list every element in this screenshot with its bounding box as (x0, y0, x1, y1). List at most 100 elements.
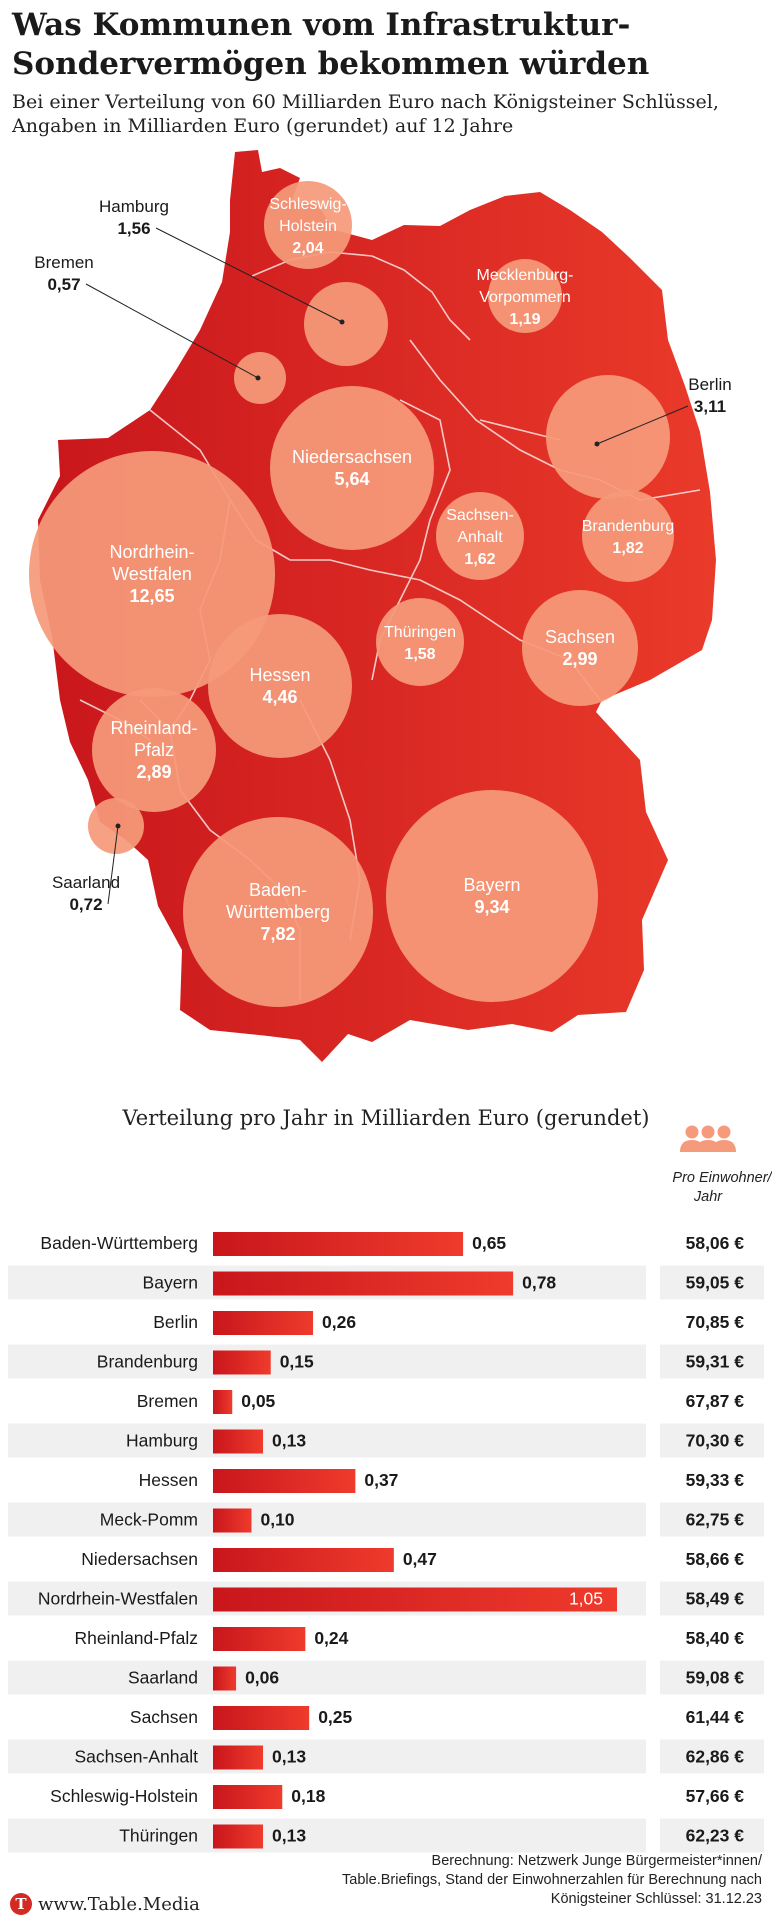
per-capita-meck-pomm: 62,75 € (686, 1510, 745, 1530)
bubble-bayern (386, 790, 598, 1002)
bar-hamburg (213, 1429, 264, 1454)
bar-value-saarland: 0,06 (245, 1668, 279, 1688)
bar-section-title: Verteilung pro Jahr in Milliarden Euro (… (122, 1106, 650, 1130)
bar-value-bremen: 0,05 (241, 1391, 275, 1411)
region-label-hamburg: Hamburg (99, 197, 169, 216)
row-stripe (8, 1423, 646, 1458)
per-capita-niedersachsen: 58,66 € (686, 1549, 745, 1569)
category-label-thueringen: Thüringen (119, 1826, 198, 1846)
region-label-rheinland-pfalz: Rheinland-Pfalz (110, 718, 197, 760)
category-label-hessen: Hessen (139, 1470, 198, 1490)
category-label-brandenburg: Brandenburg (97, 1352, 198, 1372)
region-label-bayern: Bayern (463, 875, 520, 895)
table-media-logo-icon: T (10, 1893, 32, 1915)
source-note: Berechnung: Netzwerk Junge Bürgermeister… (342, 1853, 762, 1907)
callout-line-bremen (85, 283, 259, 379)
region-value-saarland: 0,72 (69, 895, 102, 914)
region-value-mecklenburg-vorpommern: 1,19 (509, 311, 540, 328)
bubble-baden-wuerttemberg (183, 817, 373, 1007)
region-value-sachsen-anhalt: 1,62 (464, 551, 495, 568)
region-bubbles: Schleswig-Holstein 2,04 Hamburg 1,56 Bremen 0… (29, 181, 732, 1007)
category-label-bayern: Bayern (143, 1273, 198, 1293)
per-capita-saarland: 59,08 € (686, 1668, 745, 1688)
row-stripe-right (660, 1660, 764, 1695)
category-label-berlin: Berlin (153, 1312, 198, 1332)
row-stripe (8, 1344, 646, 1379)
bar-value-sachsen: 0,25 (318, 1707, 352, 1727)
bubble-rheinland-pfalz (92, 688, 216, 812)
region-value-hamburg: 1,56 (117, 219, 150, 238)
bar-brandenburg (213, 1350, 271, 1375)
region-value-schleswig-holstein: 2,04 (292, 240, 323, 257)
per-capita-bayern: 59,05 € (686, 1273, 745, 1293)
bar-bremen (213, 1390, 233, 1414)
bar-value-schleswig-holstein: 0,18 (291, 1786, 325, 1806)
per-capita-sachsen-anhalt: 62,86 € (686, 1747, 745, 1767)
region-label-sachsen-anhalt: Sachsen-Anhalt (446, 507, 514, 546)
bar-saarland (213, 1666, 237, 1691)
bubble-berlin (546, 375, 670, 499)
bar-value-berlin: 0,26 (322, 1312, 356, 1332)
category-label-schleswig-holstein: Schleswig-Holstein (50, 1786, 198, 1806)
bubble-schleswig-holstein (264, 181, 352, 269)
row-stripe-right (660, 1581, 764, 1616)
category-label-sachsen-anhalt: Sachsen-Anhalt (74, 1747, 198, 1767)
brand-url[interactable]: www.Table.Media (38, 1893, 200, 1915)
bar-value-nordrhein-westfalen: 1,05 (569, 1589, 603, 1609)
callout-dot-saarland (115, 823, 121, 829)
per-capita-schleswig-holstein: 57,66 € (686, 1786, 745, 1806)
bubble-sachsen-anhalt (436, 492, 524, 580)
callout-line-hamburg (155, 227, 343, 323)
region-label-sachsen: Sachsen (545, 627, 615, 647)
callout-dot-bremen (255, 375, 261, 381)
region-value-bremen: 0,57 (47, 275, 80, 294)
bubble-thueringen (376, 598, 464, 686)
region-label-berlin: Berlin (688, 375, 731, 394)
bubble-mecklenburg-vorpommern (488, 259, 562, 333)
region-label-schleswig-holstein: Schleswig-Holstein (269, 196, 346, 235)
bar-value-thueringen: 0,13 (272, 1826, 306, 1846)
bubble-hamburg (304, 282, 388, 366)
per-capita-header-line2: Jahr (693, 1189, 723, 1205)
per-capita-berlin: 70,85 € (686, 1312, 745, 1332)
bubble-sachsen (522, 590, 638, 706)
region-value-berlin: 3,11 (694, 397, 726, 416)
row-stripe-right (660, 1818, 764, 1853)
brand[interactable]: T www.Table.Media (10, 1893, 200, 1915)
region-value-sachsen: 2,99 (562, 649, 597, 669)
bar-thueringen (213, 1824, 264, 1849)
category-label-meck-pomm: Meck-Pomm (100, 1510, 198, 1530)
bar-rheinland-pfalz (213, 1627, 306, 1651)
category-label-hamburg: Hamburg (126, 1431, 198, 1451)
category-label-rheinland-pfalz: Rheinland-Pfalz (74, 1628, 198, 1648)
region-label-bremen: Bremen (34, 253, 94, 272)
bar-value-brandenburg: 0,15 (280, 1352, 314, 1372)
row-stripe (8, 1739, 646, 1774)
row-stripe (8, 1818, 646, 1853)
bar-value-hessen: 0,37 (364, 1470, 398, 1490)
callout-dot-berlin (594, 441, 600, 447)
region-value-thueringen: 1,58 (404, 646, 435, 663)
bar-meck-pomm (213, 1508, 252, 1533)
region-label-saarland: Saarland (52, 873, 120, 892)
region-value-nordrhein-westfalen: 12,65 (129, 586, 174, 606)
region-label-baden-wuerttemberg: Baden-Württemberg (226, 880, 330, 922)
bar-hessen (213, 1469, 356, 1493)
bubble-brandenburg (582, 490, 674, 582)
region-value-bayern: 9,34 (474, 897, 509, 917)
row-stripe-right (660, 1344, 764, 1379)
per-capita-thueringen: 62,23 € (686, 1826, 745, 1846)
region-label-brandenburg: Brandenburg (582, 518, 675, 535)
region-value-niedersachsen: 5,64 (334, 469, 369, 489)
bar-value-hamburg: 0,13 (272, 1431, 306, 1451)
bubble-niedersachsen (270, 386, 434, 550)
bar-value-rheinland-pfalz: 0,24 (314, 1628, 348, 1648)
bar-niedersachsen (213, 1548, 394, 1572)
category-label-sachsen: Sachsen (130, 1707, 198, 1727)
region-value-hessen: 4,46 (262, 687, 297, 707)
per-capita-brandenburg: 59,31 € (686, 1352, 745, 1372)
bubble-hessen (208, 614, 352, 758)
category-label-nordrhein-westfalen: Nordrhein-Westfalen (38, 1589, 198, 1609)
region-value-rheinland-pfalz: 2,89 (136, 762, 171, 782)
